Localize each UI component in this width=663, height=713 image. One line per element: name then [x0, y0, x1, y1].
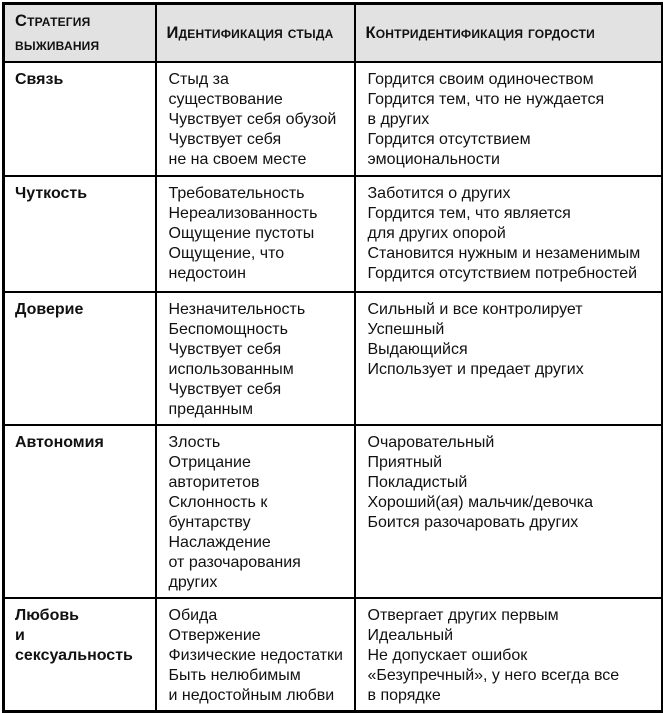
table-row-doverie: Доверие Незначительность Беспомощность Ч…	[2, 291, 663, 426]
header-shame-identification: Идентификация стыда	[154, 2, 356, 63]
pride-cell: Заботится о других Гордится тем, что явл…	[353, 175, 663, 293]
row-label: Автономия	[2, 424, 157, 599]
header-survival-strategy: Стратегия выживания	[2, 2, 157, 63]
header-row: Стратегия выживания Идентификация стыда …	[2, 2, 663, 63]
pride-cell: Гордится своим одиночеством Гордится тем…	[353, 61, 663, 177]
pride-cell: Очаровательный Приятный Покладистый Хоро…	[353, 424, 663, 599]
table-row-avtonomiya: Автономия Злость Отрицание авторитетов С…	[2, 424, 663, 599]
shame-cell: Стыд за существование Чувствует себя обу…	[154, 61, 356, 177]
table-row-svyaz: Связь Стыд за существование Чувствует се…	[2, 61, 663, 177]
shame-cell: Злость Отрицание авторитетов Склонность …	[154, 424, 356, 599]
table-row-chutkost: Чуткость Требовательность Нереализованно…	[2, 175, 663, 293]
shame-cell: Незначительность Беспомощность Чувствует…	[154, 291, 356, 426]
pride-cell: Сильный и все контролирует Успешный Выда…	[353, 291, 663, 426]
row-label: Связь	[2, 61, 157, 177]
header-pride-counteridentification: Контридентификация гордости	[353, 2, 663, 63]
row-label: Чуткость	[2, 175, 157, 293]
shame-cell: Требовательность Нереализованность Ощуще…	[154, 175, 356, 293]
row-label: Доверие	[2, 291, 157, 426]
